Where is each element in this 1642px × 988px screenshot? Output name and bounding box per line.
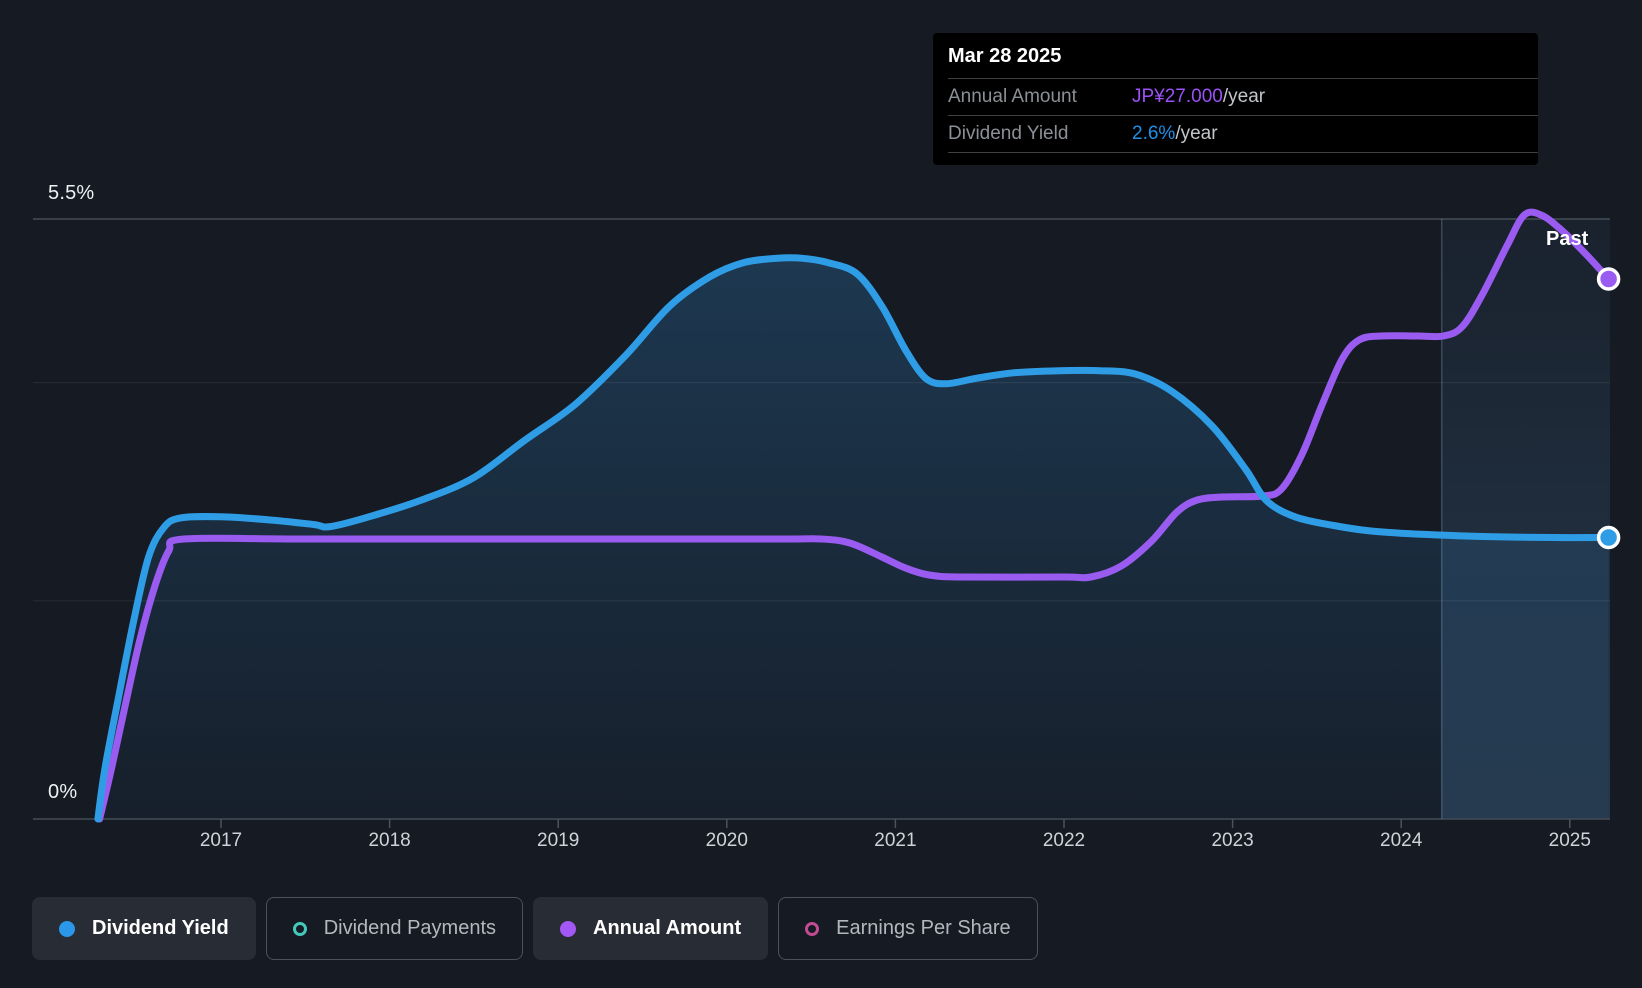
tooltip-value: JP¥27.000	[1132, 86, 1223, 107]
annual-amount-line	[96, 208, 1613, 823]
tooltip-divider	[948, 115, 1538, 116]
tooltip-label: Dividend Yield	[948, 123, 1069, 144]
tooltip-row-dividend-yield: Dividend Yield 2.6% /year	[933, 116, 1538, 152]
tooltip-label: Annual Amount	[948, 86, 1077, 107]
dividend-payments-swatch-icon	[292, 921, 307, 936]
legend-annual-amount-button[interactable]: Annual Amount	[533, 897, 769, 960]
dividend-yield-endpoint-dot	[1596, 525, 1621, 550]
x-axis-year-label: 2021	[874, 830, 917, 851]
past-region-label: Past	[1546, 228, 1589, 250]
annual-amount-swatch-icon	[560, 920, 577, 937]
tooltip-value: 2.6%	[1132, 123, 1176, 144]
legend-label: Earnings Per Share	[836, 917, 1011, 939]
x-axis-year-label: 2025	[1548, 830, 1591, 851]
legend: Dividend Yield Dividend Payments Annual …	[32, 897, 1038, 960]
tooltip-divider	[948, 152, 1538, 153]
tooltip-suffix: /year	[1175, 123, 1218, 144]
x-axis-year-label: 2022	[1042, 830, 1086, 851]
x-axis-year-label: 2024	[1380, 830, 1423, 851]
tooltip-row-annual-amount: Annual Amount JP¥27.000 /year	[933, 79, 1538, 115]
dividend-yield-line	[94, 254, 1613, 823]
legend-label: Dividend Yield	[92, 917, 229, 939]
annual-amount-endpoint-dot	[1596, 267, 1621, 291]
dividend-yield-area	[97, 257, 1609, 819]
legend-label: Annual Amount	[593, 917, 742, 939]
y-axis-max-label: 5.5%	[48, 182, 95, 204]
legend-earnings-per-share-button[interactable]: Earnings Per Share	[778, 897, 1038, 960]
x-axis-year-label: 2018	[368, 830, 411, 851]
chart-tooltip: Mar 28 2025 Annual Amount JP¥27.000 /yea…	[933, 33, 1538, 165]
legend-label: Dividend Payments	[323, 917, 497, 939]
tooltip-date: Mar 28 2025	[948, 45, 1062, 67]
legend-dividend-payments-button[interactable]: Dividend Payments	[265, 897, 524, 960]
legend-dividend-yield-button[interactable]: Dividend Yield	[32, 897, 256, 960]
y-axis-zero-label: 0%	[48, 781, 78, 803]
dividend-yield-swatch-icon	[59, 920, 75, 937]
x-axis-year-label: 2023	[1211, 830, 1254, 851]
x-axis-year-label: 2017	[199, 830, 243, 851]
earnings-per-share-swatch-icon	[805, 921, 820, 936]
x-axis-year-label: 2020	[705, 830, 748, 851]
tooltip-divider	[948, 78, 1538, 79]
x-axis-year-label: 2019	[537, 830, 580, 851]
tooltip-suffix: /year	[1222, 86, 1266, 107]
